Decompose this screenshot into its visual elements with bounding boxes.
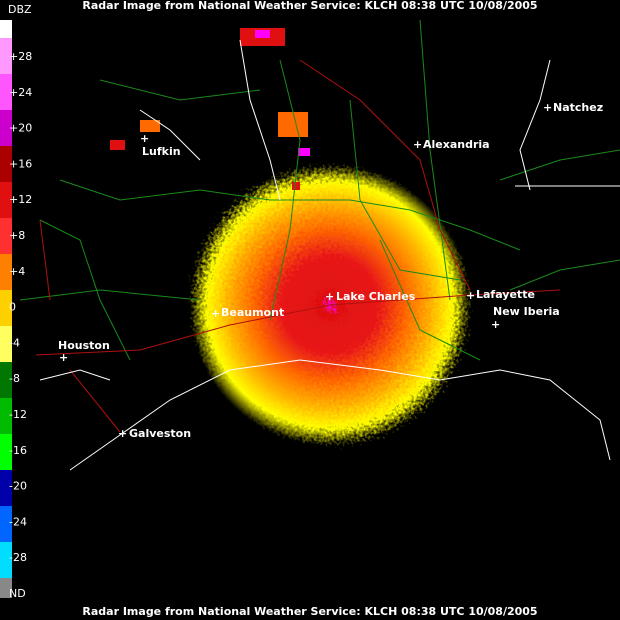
- city-marker: +: [211, 307, 220, 320]
- city-marker: +: [491, 318, 500, 331]
- city-marker: +: [325, 290, 334, 303]
- legend-labels: DBZ +28 +24 +20 +16 +12 +8 +4 0 -4 -8 -12 -16 -20 -24 -…: [8, 3, 32, 600]
- city-marker: +: [140, 132, 149, 145]
- coastline: [39, 39, 611, 471]
- legend-label: +4: [9, 265, 25, 278]
- city-label: Lafayette: [476, 288, 535, 301]
- cities: + Natchez + Lufkin + Alexandria + Lake C…: [58, 101, 603, 440]
- legend-label: -4: [9, 336, 20, 349]
- small-echoes: [110, 28, 310, 190]
- legend-label: +8: [9, 229, 25, 242]
- city-label: Alexandria: [423, 138, 490, 151]
- legend-label: +12: [9, 193, 32, 206]
- legend-label: -16: [9, 444, 27, 457]
- city-label: Houston: [58, 339, 110, 352]
- legend-label: +16: [9, 157, 32, 170]
- borders: [19, 19, 620, 361]
- city-label: Beaumont: [221, 306, 284, 319]
- legend-label: +28: [9, 50, 32, 63]
- city-label: Lufkin: [142, 145, 181, 158]
- city-label: New Iberia: [493, 305, 560, 318]
- legend-unit: DBZ: [8, 3, 32, 16]
- city-marker: +: [118, 427, 127, 440]
- city-marker: +: [543, 101, 552, 114]
- legend: [0, 20, 12, 598]
- city-label: Galveston: [129, 427, 191, 440]
- city-label: Lake Charles: [336, 290, 416, 303]
- legend-label: ND: [9, 587, 26, 600]
- city-marker: +: [466, 289, 475, 302]
- legend-label: -28: [9, 551, 27, 564]
- city-marker: +: [59, 351, 68, 364]
- roads: [35, 59, 561, 433]
- city-label: Natchez: [553, 101, 603, 114]
- city-marker: +: [413, 138, 422, 151]
- legend-label: +24: [9, 86, 32, 99]
- legend-label: -12: [9, 408, 27, 421]
- title: Radar Image from National Weather Servic…: [82, 0, 537, 12]
- legend-label: -20: [9, 480, 27, 493]
- footer-title: Radar Image from National Weather Servic…: [82, 605, 537, 618]
- legend-label: -24: [9, 515, 27, 528]
- legend-label: +20: [9, 122, 32, 135]
- legend-label: -8: [9, 372, 20, 385]
- legend-label: 0: [9, 301, 16, 314]
